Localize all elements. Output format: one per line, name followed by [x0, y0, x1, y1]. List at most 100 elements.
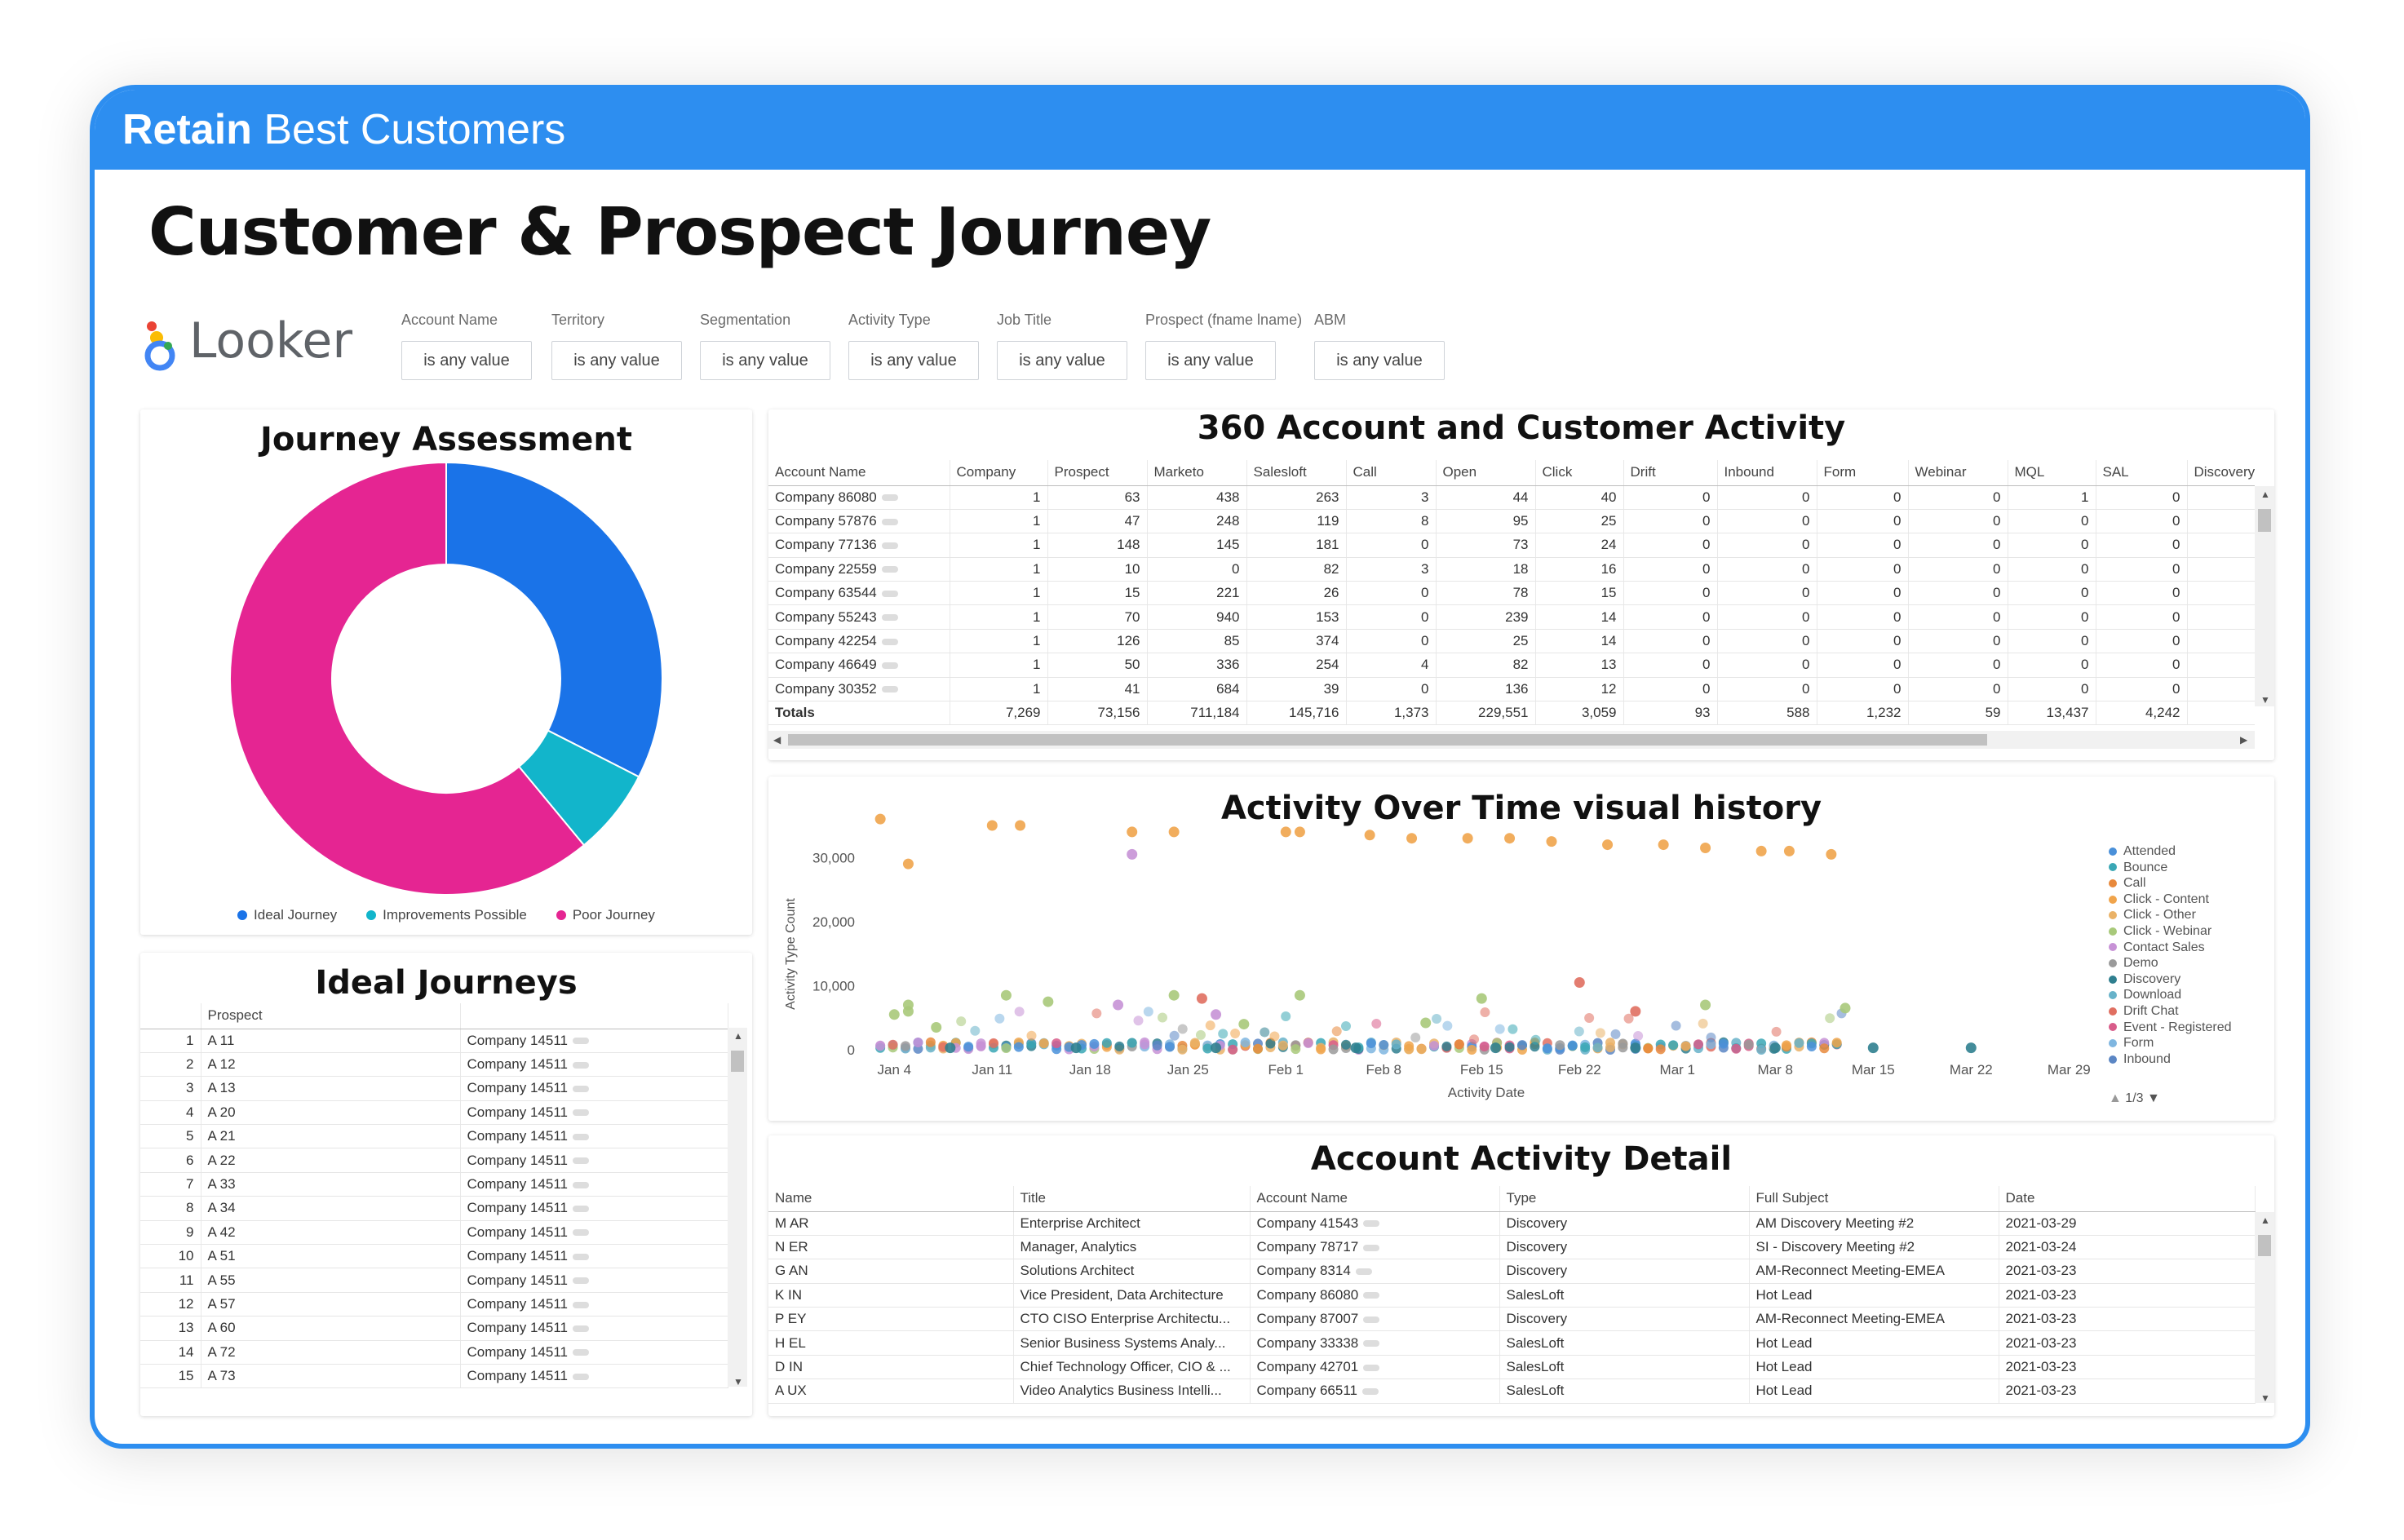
scatter-point[interactable]	[1504, 833, 1516, 844]
scroll-down-arrow[interactable]: ▼	[2260, 694, 2270, 706]
column-header[interactable]: Marketo	[1147, 460, 1247, 486]
filter-job-title-input[interactable]: is any value	[997, 341, 1127, 380]
company-cell[interactable]: Company 14511	[460, 1052, 728, 1078]
scatter-point[interactable]	[1602, 839, 1614, 851]
column-header[interactable]: Webinar	[1908, 460, 2008, 486]
filter-segmentation-input[interactable]: is any value	[700, 341, 830, 380]
column-header[interactable]: Click	[1535, 460, 1624, 486]
table-row[interactable]: Company 63544 1 15 221 26 0 78 15 0 0 0 0 0 0	[768, 581, 2255, 606]
column-header[interactable]: Salesloft	[1246, 460, 1347, 486]
legend-item[interactable]: Drift Chat	[2109, 1003, 2232, 1020]
scatter-point[interactable]	[1113, 999, 1124, 1011]
table-row[interactable]: A UX Video Analytics Business Intelli... C…	[768, 1378, 2256, 1404]
table-row[interactable]: Company 46649 1 50 336 254 4 82 13 0 0 0 0 0 0	[768, 653, 2255, 678]
table-row[interactable]: 15 A 73 Company 14511	[140, 1364, 728, 1389]
legend-item[interactable]: Click - Other	[2109, 907, 2232, 923]
column-header[interactable]: Type	[1499, 1186, 1750, 1212]
scatter-point[interactable]	[1070, 1042, 1082, 1054]
legend-item[interactable]: Bounce	[2109, 860, 2232, 876]
legend-item[interactable]: Demo	[2109, 955, 2232, 971]
scatter-point[interactable]	[1630, 1042, 1641, 1054]
table-row[interactable]: N ER Manager, Analytics Company 78717 Disco…	[768, 1235, 2256, 1260]
scatter-point[interactable]	[1700, 843, 1711, 853]
scatter-point[interactable]	[1867, 1042, 1879, 1054]
account-name-cell[interactable]: Company 55243	[768, 604, 950, 630]
scroll-left-arrow[interactable]: ◀	[773, 734, 781, 746]
account-360-hscroll[interactable]	[768, 731, 2255, 749]
scatter-point[interactable]	[1769, 1042, 1781, 1054]
scatter-point[interactable]	[1211, 1009, 1222, 1020]
scatter-point[interactable]	[1238, 1019, 1250, 1030]
table-row[interactable]: P EY CTO CISO Enterprise Architectu... Com…	[768, 1307, 2256, 1332]
scatter-point[interactable]	[1280, 826, 1291, 838]
legend-improvements[interactable]: Improvements Possible	[366, 907, 527, 923]
account-name-cell[interactable]: Company 42254	[768, 629, 950, 654]
legend-item[interactable]: Contact Sales	[2109, 940, 2232, 956]
column-header[interactable]: Discovery	[2187, 460, 2255, 486]
scatter-point[interactable]	[986, 820, 998, 831]
table-row[interactable]: Company 55243 1 70 940 153 0 239 14 0 0 0 0 0 0	[768, 604, 2255, 630]
donut-slice-poor-journey[interactable]	[229, 461, 586, 896]
table-row[interactable]: 11 A 55 Company 14511	[140, 1268, 728, 1293]
legend-pager[interactable]: ▲ 1/3 ▼	[2109, 1091, 2160, 1105]
column-header[interactable]: Call	[1346, 460, 1437, 486]
legend-item[interactable]: Call	[2109, 875, 2232, 892]
account-name-cell[interactable]: Company 57876	[768, 509, 950, 534]
legend-item[interactable]: Inbound	[2109, 1051, 2232, 1068]
column-header[interactable]: Form	[1817, 460, 1909, 486]
company-cell[interactable]: Company 14511	[460, 1220, 728, 1246]
account-activity-vscroll[interactable]	[2255, 1212, 2274, 1403]
company-cell[interactable]: Company 14511	[460, 1340, 728, 1365]
scatter-point[interactable]	[1700, 999, 1711, 1011]
scroll-down-arrow[interactable]: ▼	[733, 1376, 743, 1387]
account-360-vscroll[interactable]	[2255, 486, 2274, 706]
account-name-cell[interactable]: Company 30352	[768, 677, 950, 702]
table-row[interactable]: H EL Senior Business Systems Analy... Comp…	[768, 1330, 2256, 1356]
scatter-point[interactable]	[1420, 1017, 1432, 1029]
scroll-right-arrow[interactable]: ▶	[2240, 734, 2248, 746]
scatter-point[interactable]	[1015, 820, 1026, 831]
legend-item[interactable]: Attended	[2109, 843, 2232, 860]
table-row[interactable]: Company 57876 1 47 248 119 8 95 25 0 0 0 0 0 0	[768, 509, 2255, 534]
column-header[interactable]: Title	[1013, 1186, 1251, 1212]
column-header[interactable]: Full Subject	[1749, 1186, 1999, 1212]
column-header[interactable]: Open	[1436, 460, 1536, 486]
column-header[interactable]: MQL	[2008, 460, 2096, 486]
column-header[interactable]: SAL	[2096, 460, 2188, 486]
table-row[interactable]: K IN Vice President, Data Architecture Com…	[768, 1283, 2256, 1308]
scatter-point[interactable]	[1574, 977, 1585, 988]
filter-account-name-input[interactable]: is any value	[401, 341, 532, 380]
scatter-point[interactable]	[1755, 845, 1767, 856]
legend-item[interactable]: Click - Content	[2109, 892, 2232, 908]
filter-prospect-input[interactable]: is any value	[1145, 341, 1276, 380]
legend-ideal[interactable]: Ideal Journey	[237, 907, 337, 923]
scatter-point[interactable]	[1043, 996, 1054, 1007]
scatter-point[interactable]	[1364, 830, 1375, 841]
company-cell[interactable]: Company 14511	[460, 1268, 728, 1293]
company-cell[interactable]: Company 14511	[460, 1292, 728, 1317]
legend-poor[interactable]: Poor Journey	[556, 907, 655, 923]
table-row[interactable]: 13 A 60 Company 14511	[140, 1316, 728, 1341]
scatter-point[interactable]	[1630, 1006, 1641, 1017]
account-name-cell[interactable]: Company 46649	[768, 653, 950, 678]
column-header[interactable]: Inbound	[1717, 460, 1817, 486]
account-name-cell[interactable]: Company 63544	[768, 581, 950, 606]
scatter-point[interactable]	[1168, 826, 1180, 838]
scroll-down-arrow[interactable]: ▼	[2260, 1392, 2270, 1404]
filter-abm-input[interactable]: is any value	[1314, 341, 1445, 380]
legend-item[interactable]: Click - Webinar	[2109, 923, 2232, 940]
column-header[interactable]: Name	[768, 1186, 1014, 1212]
scatter-point[interactable]	[1211, 1042, 1222, 1054]
table-row[interactable]: Company 86080 1 63 438 263 3 44 40 0 0 0 0 1 0	[768, 485, 2255, 510]
scatter-point[interactable]	[931, 1022, 942, 1033]
scatter-point[interactable]	[1476, 993, 1487, 1004]
account-name-cell[interactable]: Company 22559	[768, 557, 950, 582]
filter-territory-input[interactable]: is any value	[551, 341, 682, 380]
company-cell[interactable]: Company 14511	[460, 1316, 728, 1341]
company-cell[interactable]: Company 14511	[460, 1029, 728, 1053]
